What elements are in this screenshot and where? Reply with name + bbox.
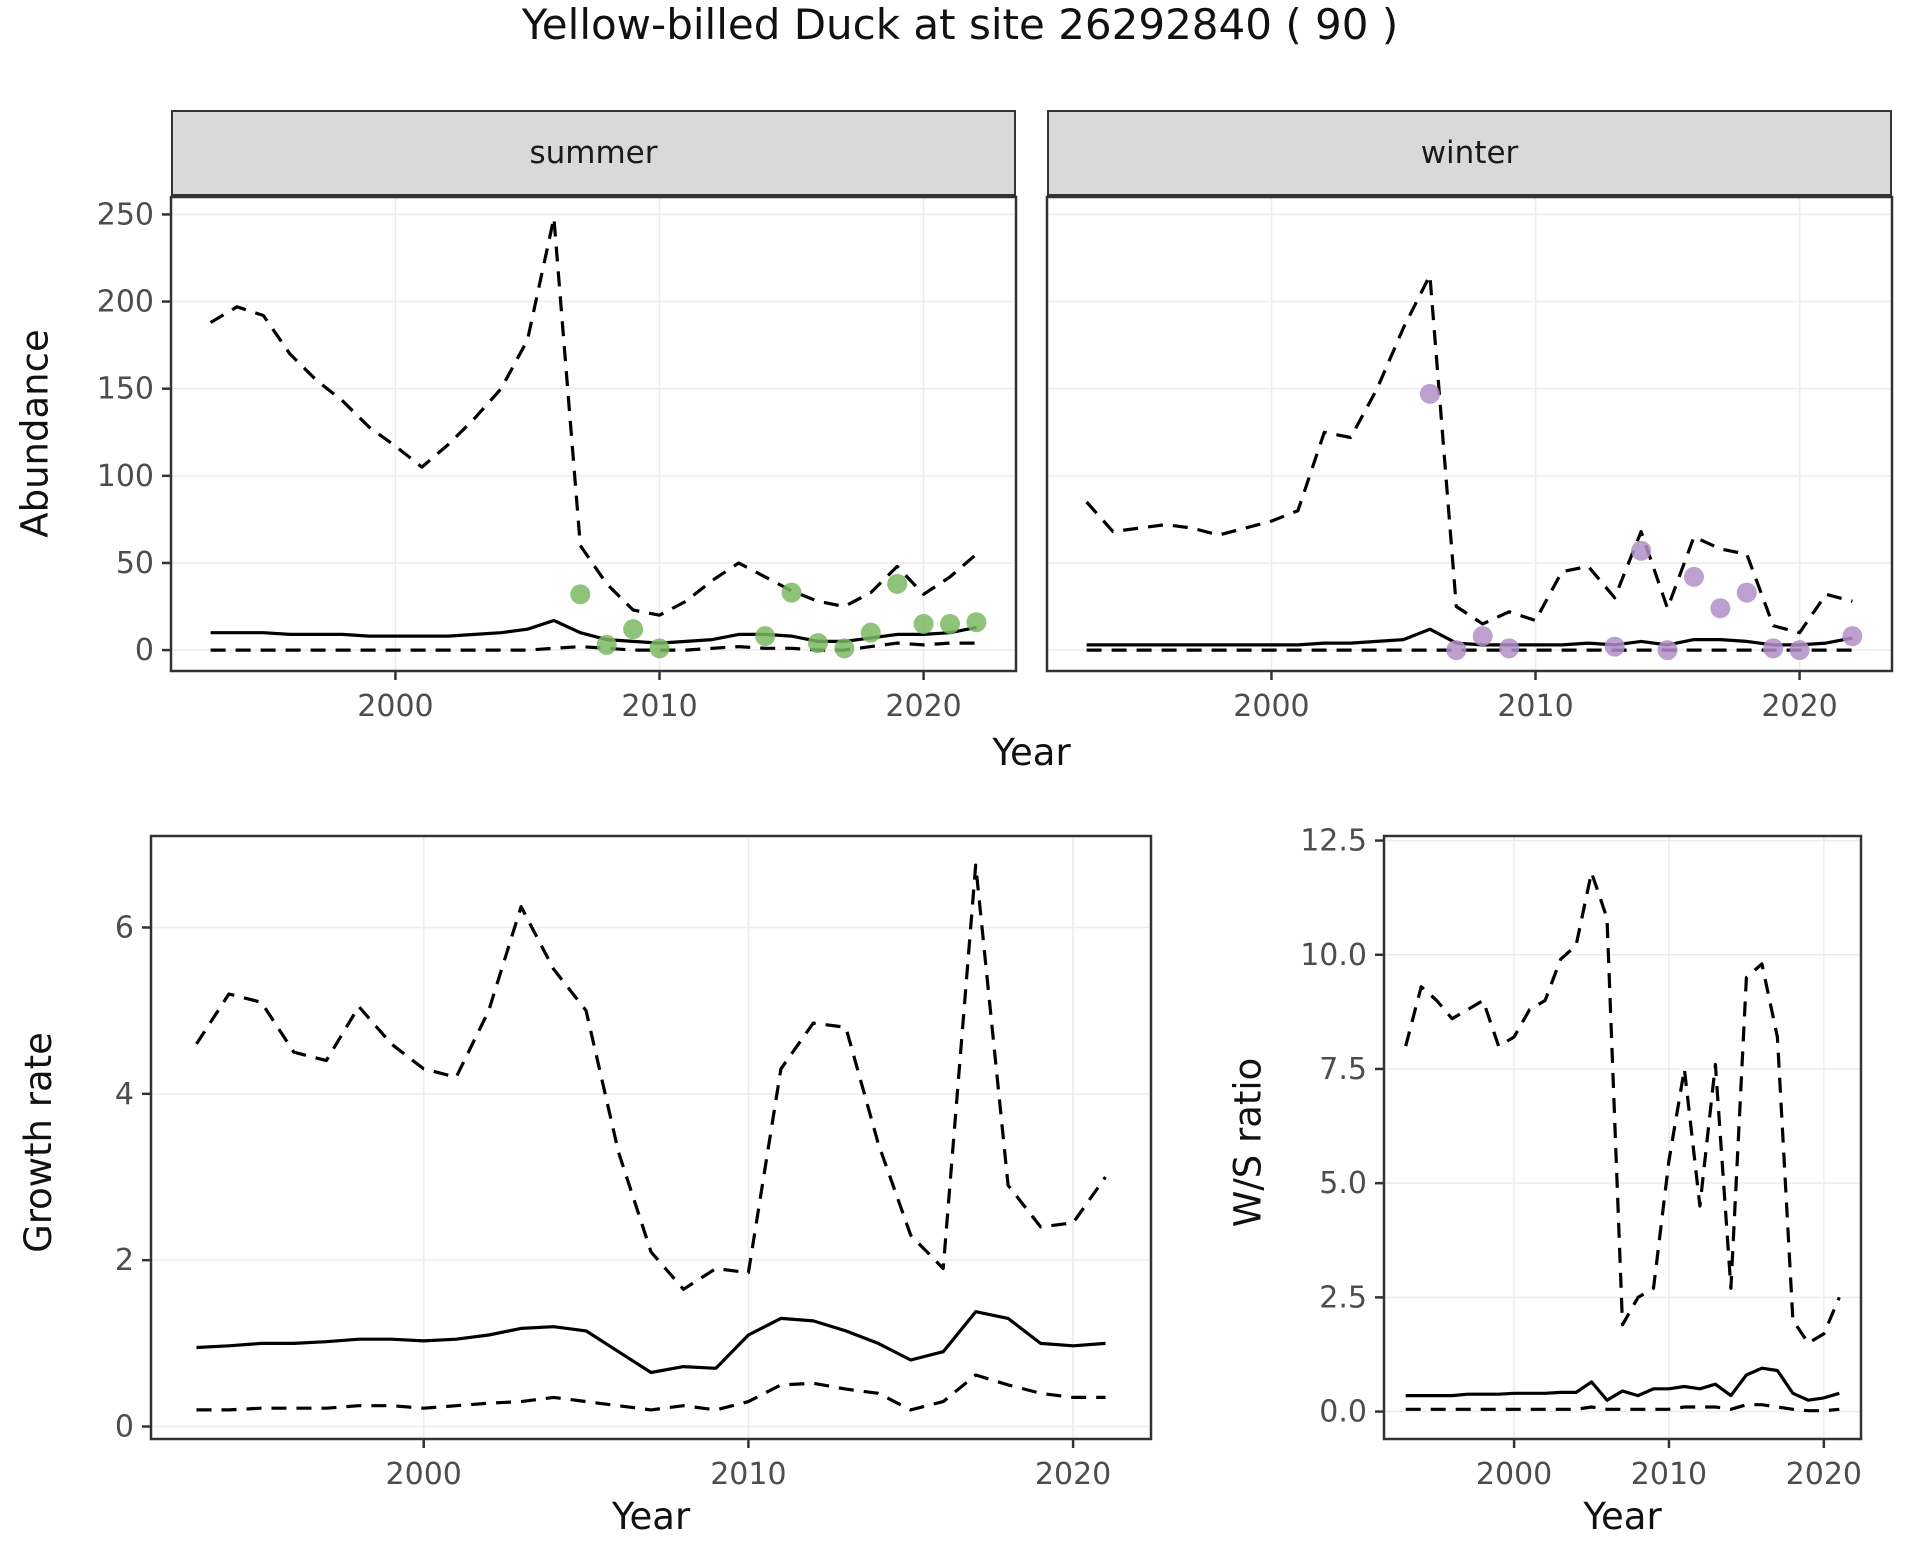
svg-text:2010: 2010 — [621, 689, 697, 724]
svg-text:2000: 2000 — [1476, 1457, 1552, 1492]
growth-rate-chart: 2000 2010 2020 0 2 4 6 — [115, 834, 1153, 1492]
svg-text:2.5: 2.5 — [1319, 1280, 1367, 1315]
ws-ratio-x-axis-title: Year — [1583, 1495, 1662, 1538]
abundance-y-axis-title: Abundance — [5, 196, 65, 671]
svg-text:2010: 2010 — [1631, 1457, 1707, 1492]
facet-strip-winter: winter — [1047, 110, 1892, 196]
figure-title: Yellow-billed Duck at site 26292840 ( 90… — [521, 0, 1399, 49]
svg-text:4: 4 — [115, 1077, 134, 1112]
svg-text:2000: 2000 — [386, 1457, 462, 1492]
svg-text:50: 50 — [116, 546, 154, 581]
abundance-summer-chart: 2000 2010 2020 0 50 100 150 200 250 — [97, 195, 1018, 724]
svg-text:0: 0 — [135, 633, 154, 668]
svg-text:100: 100 — [97, 459, 154, 494]
svg-text:2010: 2010 — [710, 1457, 786, 1492]
abundance-y-axis-title-text: Abundance — [13, 329, 57, 538]
growth-rate-y-axis-title: Growth rate — [8, 846, 68, 1439]
abundance-winter-chart: 2000 2010 2020 — [1045, 195, 1894, 724]
svg-text:2000: 2000 — [1233, 689, 1309, 724]
facet-strip-summer: summer — [171, 110, 1016, 196]
svg-text:250: 250 — [97, 197, 154, 232]
svg-text:12.5: 12.5 — [1300, 824, 1367, 859]
growth-rate-y-axis-title-text: Growth rate — [16, 1032, 60, 1253]
svg-text:5.0: 5.0 — [1319, 1166, 1367, 1201]
ws-ratio-chart: 2000 2010 2020 0.0 2.5 5.0 7.5 10.0 12.5 — [1300, 824, 1863, 1492]
growth-rate-x-axis-title: Year — [611, 1495, 691, 1538]
svg-text:2020: 2020 — [1761, 689, 1837, 724]
svg-text:2010: 2010 — [1497, 689, 1573, 724]
svg-text:200: 200 — [97, 285, 154, 320]
svg-text:150: 150 — [97, 372, 154, 407]
abundance-x-axis-title: Year — [992, 731, 1071, 774]
ws-ratio-y-axis-title: W/S ratio — [1218, 846, 1278, 1439]
svg-text:2020: 2020 — [1786, 1457, 1862, 1492]
svg-text:7.5: 7.5 — [1319, 1052, 1367, 1087]
svg-text:10.0: 10.0 — [1300, 938, 1367, 973]
svg-text:0: 0 — [115, 1410, 134, 1445]
svg-text:2: 2 — [115, 1243, 134, 1278]
ws-ratio-y-axis-title-text: W/S ratio — [1226, 1057, 1270, 1228]
svg-text:6: 6 — [115, 910, 134, 945]
svg-text:2020: 2020 — [885, 689, 961, 724]
svg-text:2020: 2020 — [1035, 1457, 1111, 1492]
svg-text:2000: 2000 — [357, 689, 433, 724]
svg-text:0.0: 0.0 — [1319, 1395, 1367, 1430]
